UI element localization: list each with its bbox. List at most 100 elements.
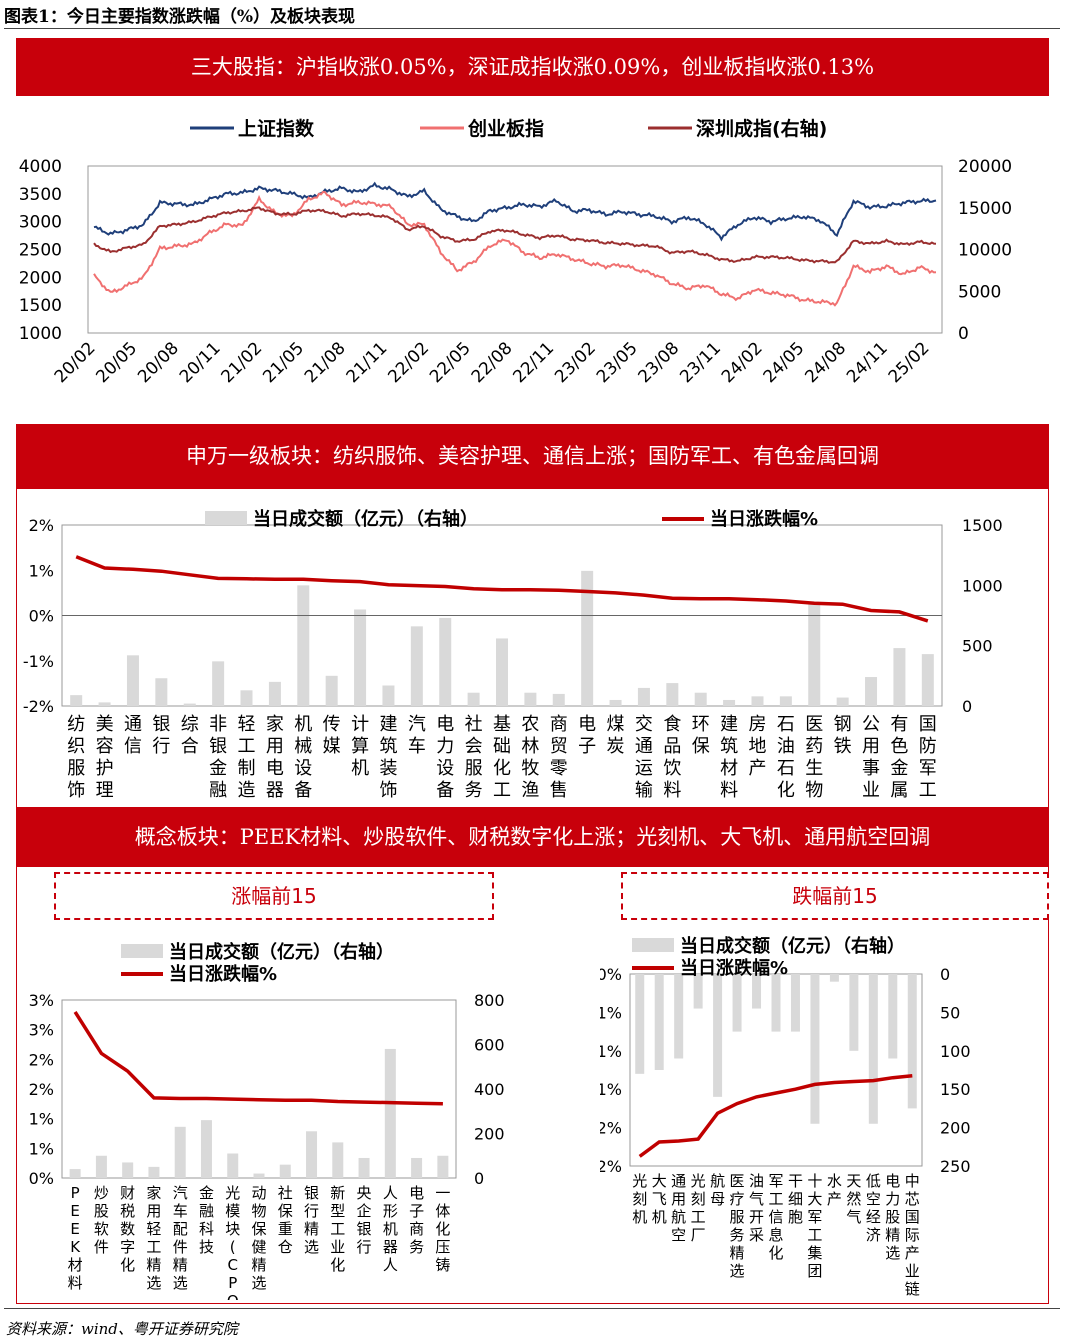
bar [808,603,821,706]
category-label: 金融科技 [199,1184,214,1256]
y-left-tick-label: -2% [23,697,54,716]
category-label: 通用航空 [671,1172,686,1244]
x-tick-label: 22/11 [509,338,558,387]
category-label: 机械设备 [294,714,312,801]
bar [200,1120,212,1178]
bar [183,703,196,706]
category-label: 医疗服务精选 [730,1172,745,1280]
category-label: 银行 [152,714,170,757]
category-label: 农林牧渔 [521,714,539,801]
y-right-tick-label: 800 [474,991,505,1010]
legend-label: 当日成交额（亿元）（右轴） [169,941,394,963]
bar [174,1126,186,1178]
x-tick-label: 25/02 [885,338,934,387]
bar [69,1169,81,1178]
bar [410,626,423,706]
bar [654,974,664,1070]
bar [635,974,645,1074]
y-right-tick-label: 50 [940,1003,960,1022]
y-left-tick-label: -1% [600,1080,622,1099]
y-left-tick-label: 0% [600,965,622,984]
category-label: 国防军工 [919,714,937,801]
legend-label: 创业板指 [467,117,544,140]
sw-panel-frame [16,488,1049,808]
bar [411,1157,423,1178]
category-label: 美容护理 [96,714,114,801]
legend-label: 当日涨跌幅% [680,957,788,979]
x-tick-label: 24/08 [801,338,850,387]
bar [888,974,898,1059]
bar [907,974,917,1109]
category-label: 汽车 [408,714,426,757]
series-line-1 [93,190,937,307]
legend-label: 当日涨跌幅% [710,508,818,530]
x-tick-label: 24/05 [760,338,809,387]
category-label: 中芯国际产业链 [905,1172,920,1298]
bar [279,1164,291,1178]
bar [297,585,310,706]
pct-change-line [75,555,929,623]
category-label: 基础化工 [493,714,511,801]
category-label: 建筑材料 [720,714,738,801]
category-label: 炒股软件 [94,1184,109,1256]
bar [723,699,736,706]
category-label: 油气开采 [749,1172,764,1244]
bar [212,661,225,706]
x-tick-label: 23/08 [635,338,684,387]
y-left-tick-label: 1% [29,561,54,580]
category-label: 有色金属 [890,714,908,801]
y-left-tick-label: 3% [29,991,54,1010]
y-left-tick-label: -2% [600,1157,622,1176]
bar [693,974,703,1009]
y-right-tick-label: 1000 [962,576,1003,595]
category-label: 大飞机 [652,1172,667,1226]
legend-label: 当日成交额（亿元）（右轴） [680,935,905,957]
top-rule [4,28,1060,29]
y-left-tick-label: 0% [29,1169,54,1188]
bar [552,693,565,706]
y-left-tick-label: 3000 [19,213,62,233]
category-label: 光刻工厂 [691,1172,706,1244]
y-left-tick-label: 2000 [19,268,62,288]
category-label: 医药生物 [805,714,823,801]
bar [865,677,878,706]
category-label: 电子商务 [409,1184,424,1256]
y-left-tick-label: 1500 [19,296,62,316]
legend-label: 当日涨跌幅% [169,963,277,985]
subhead-losers: 跌幅前15 [621,872,1049,920]
x-tick-label: 21/02 [218,338,267,387]
x-tick-label: 22/05 [426,338,475,387]
y-left-tick-label: 1000 [19,324,62,344]
bar [751,696,764,706]
category-label: 建筑装饰 [379,714,397,801]
category-label: 电力股精选 [885,1172,900,1262]
category-label: 干细胞 [788,1172,803,1226]
y-left-tick-label: 1% [29,1139,54,1158]
category-label: 家用电器 [266,714,284,801]
indices-chart: 1000 1500 2000 2500 3000 3500 4000 0 5000 10000 15… [19,117,1012,387]
category-label: 非银金融 [209,714,227,801]
bar [98,702,111,706]
bar [713,974,723,1097]
y-right-tick-label: 0 [958,324,969,344]
legend-label: 上证指数 [238,117,315,140]
subhead-gainers: 涨幅前15 [54,872,494,920]
bar [240,690,253,706]
bar [674,974,684,1059]
bar [609,699,622,706]
bar [358,1157,370,1178]
category-label: P E E K 材料 [68,1184,83,1292]
bar [437,1155,449,1178]
category-label: 房地产 [748,714,766,779]
bar [779,696,792,706]
legend-bar-swatch [205,511,247,525]
x-tick-label: 22/08 [468,338,517,387]
pct-change-line [638,1074,913,1158]
y-left-tick-label: 3500 [19,185,62,205]
bar [325,675,338,706]
category-label: 十大军工集团 [807,1172,822,1280]
x-tick-label: 24/11 [843,338,892,387]
category-label: 轻工制造 [238,714,256,801]
bar [439,617,452,706]
x-tick-label: 21/05 [259,338,308,387]
